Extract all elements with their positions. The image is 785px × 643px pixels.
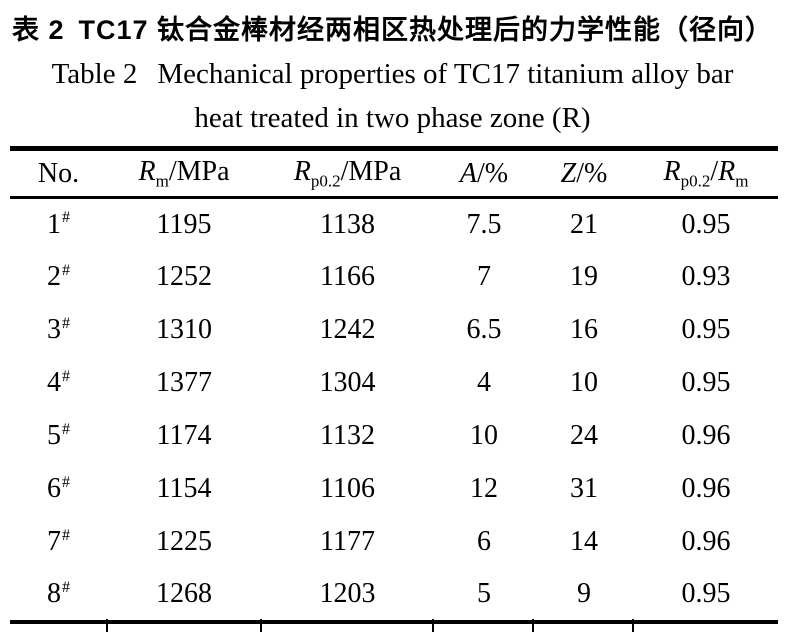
cell-rp02: 1106 xyxy=(320,473,375,504)
bottom-rule-column-tick xyxy=(106,619,108,632)
header-z: Z/% xyxy=(560,157,608,189)
cell-ratio: 0.96 xyxy=(681,526,731,557)
table-row: 5# 1174 1132 10 24 0.96 xyxy=(10,410,778,463)
bottom-rule-column-tick xyxy=(632,619,634,632)
cell-a: 7.5 xyxy=(466,208,502,240)
table-caption-en-line1: Table 2 Mechanical properties of TC17 tit… xyxy=(0,58,785,91)
cell-a: 6 xyxy=(477,526,491,557)
cell-no: 6# xyxy=(47,473,70,504)
cell-ratio: 0.95 xyxy=(681,578,731,609)
cell-a: 5 xyxy=(477,578,491,609)
bottom-rule-column-tick xyxy=(432,619,434,632)
table-header: No. Rm/MPa Rp0.2/MPa A/% Z/% Rp0.2/Rm xyxy=(10,149,778,198)
cell-rm: 1252 xyxy=(156,261,212,292)
cell-no: 4# xyxy=(47,367,70,398)
cell-no: 7# xyxy=(47,526,70,557)
header-rm: Rm/MPa xyxy=(138,155,230,191)
cell-a: 10 xyxy=(470,420,498,451)
cell-a: 12 xyxy=(470,473,498,504)
header-a: A/% xyxy=(459,157,509,189)
cell-z: 19 xyxy=(570,261,598,292)
cell-rp02: 1177 xyxy=(320,526,375,557)
cell-ratio: 0.96 xyxy=(681,420,731,451)
cell-rm: 1268 xyxy=(156,578,212,609)
header-row: No. Rm/MPa Rp0.2/MPa A/% Z/% Rp0.2/Rm xyxy=(10,149,778,198)
table-row: 6# 1154 1106 12 31 0.96 xyxy=(10,463,778,516)
table-caption-en-line2: heat treated in two phase zone (R) xyxy=(194,102,591,134)
table-row: 4# 1377 1304 4 10 0.95 xyxy=(10,357,778,410)
header-rp02: Rp0.2/MPa xyxy=(293,155,402,191)
table-caption-zh: 表 2 TC17 钛合金棒材经两相区热处理后的力学性能（径向） xyxy=(0,8,785,47)
cell-z: 21 xyxy=(570,208,598,240)
table-body: 1# 1195 1138 7.5 21 0.95 2# 1252 1166 7 … xyxy=(10,198,778,622)
cell-no: 3# xyxy=(47,314,70,345)
cell-rp02: 1166 xyxy=(320,261,375,292)
table-caption-en-label: Table 2 xyxy=(51,58,138,90)
cell-no: 8# xyxy=(47,578,70,609)
cell-a: 4 xyxy=(477,367,491,398)
table-caption-en-text: Mechanical properties of TC17 titanium a… xyxy=(157,58,734,90)
cell-rp02: 1203 xyxy=(319,578,376,609)
bottom-rule-column-tick xyxy=(532,619,534,632)
cell-ratio: 0.95 xyxy=(681,367,731,398)
cell-rp02: 1138 xyxy=(320,208,375,240)
table-caption-zh-label: 表 2 xyxy=(11,15,65,45)
cell-z: 24 xyxy=(570,420,598,451)
cell-rp02: 1132 xyxy=(320,420,375,451)
table-row: 1# 1195 1138 7.5 21 0.95 xyxy=(10,198,778,251)
cell-rp02: 1304 xyxy=(319,367,376,398)
bottom-rule-column-tick xyxy=(260,619,262,632)
cell-z: 9 xyxy=(577,578,591,609)
cell-rp02: 1242 xyxy=(319,314,376,345)
cell-z: 10 xyxy=(570,367,598,398)
cell-ratio: 0.95 xyxy=(681,314,731,345)
table-row: 2# 1252 1166 7 19 0.93 xyxy=(10,251,778,304)
cell-a: 6.5 xyxy=(466,314,502,345)
cell-ratio: 0.93 xyxy=(681,261,731,292)
cell-rm: 1377 xyxy=(156,367,212,398)
table-row: 7# 1225 1177 6 14 0.96 xyxy=(10,516,778,569)
mechanical-properties-table: No. Rm/MPa Rp0.2/MPa A/% Z/% Rp0.2/Rm 1#… xyxy=(10,146,778,624)
cell-z: 31 xyxy=(570,473,598,504)
cell-ratio: 0.95 xyxy=(681,208,731,240)
cell-no: 5# xyxy=(47,420,70,451)
cell-no: 2# xyxy=(47,261,70,292)
cell-rm: 1154 xyxy=(156,473,212,504)
cell-a: 7 xyxy=(477,261,491,292)
table-row: 8# 1268 1203 5 9 0.95 xyxy=(10,569,778,622)
cell-z: 16 xyxy=(570,314,598,345)
cell-z: 14 xyxy=(570,526,598,557)
header-no: No. xyxy=(37,157,80,189)
table-row: 3# 1310 1242 6.5 16 0.95 xyxy=(10,304,778,357)
cell-rm: 1195 xyxy=(156,208,212,240)
cell-rm: 1310 xyxy=(156,314,212,345)
cell-ratio: 0.96 xyxy=(681,473,731,504)
table-caption-zh-text: TC17 钛合金棒材经两相区热处理后的力学性能（径向） xyxy=(78,15,774,45)
cell-rm: 1225 xyxy=(156,526,212,557)
cell-rm: 1174 xyxy=(156,420,212,451)
cell-no: 1# xyxy=(47,208,70,240)
header-ratio: Rp0.2/Rm xyxy=(663,155,749,191)
